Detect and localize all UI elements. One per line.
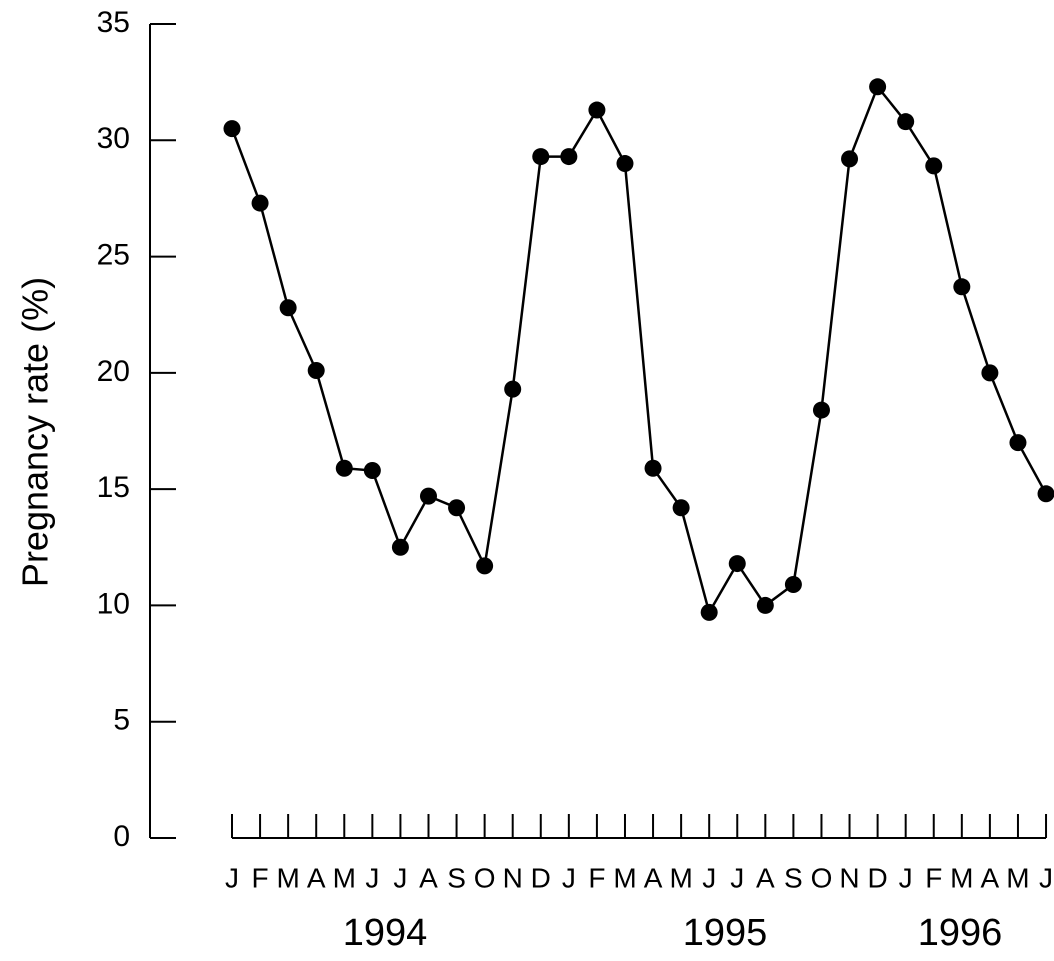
point [869, 78, 887, 96]
x-tick-label: D [867, 862, 887, 893]
point [897, 113, 915, 131]
y-tick-label: 35 [97, 6, 130, 39]
point [476, 557, 494, 575]
point [560, 148, 578, 166]
point [953, 278, 971, 296]
point [981, 364, 999, 382]
point [841, 150, 859, 168]
x-tick-label: F [588, 862, 605, 893]
point [335, 459, 353, 477]
point [504, 380, 522, 398]
line [230, 84, 1048, 616]
x-tick-label: J [225, 862, 239, 893]
x-tick-label: J [562, 862, 576, 893]
point [644, 459, 662, 477]
year-label: 1995 [683, 912, 768, 954]
x-tick-label: D [531, 862, 551, 893]
x-tick-label: M [1006, 862, 1029, 893]
point [223, 120, 241, 138]
y-axis-label: Pregnancy rate (%) [15, 277, 56, 587]
year-label: 1994 [343, 912, 428, 954]
point [419, 487, 437, 505]
x-tick-label: S [447, 862, 466, 893]
x-tick-label: M [276, 862, 299, 893]
x-tick-label: N [839, 862, 859, 893]
x-tick-label: M [669, 862, 692, 893]
point [925, 157, 943, 175]
x-tick-label: A [981, 862, 1000, 893]
point [1009, 434, 1027, 452]
point [616, 155, 634, 173]
y-tick-label: 10 [97, 587, 130, 620]
point [756, 596, 774, 614]
year-label: 1996 [918, 912, 1003, 954]
x-tick-label: A [419, 862, 438, 893]
x-tick-label: F [252, 862, 269, 893]
x-tick-label: F [925, 862, 942, 893]
x-tick-label: S [784, 862, 803, 893]
x-tick-label: O [811, 862, 833, 893]
point [251, 194, 269, 212]
point [700, 603, 718, 621]
x-tick-label: J [1039, 862, 1053, 893]
point [448, 499, 466, 517]
x-tick-label: M [613, 862, 636, 893]
point [391, 538, 409, 556]
x-tick-label: J [702, 862, 716, 893]
y-tick-label: 30 [97, 122, 130, 155]
x-tick-label: J [730, 862, 744, 893]
x-tick-label: J [365, 862, 379, 893]
y-tick-label: 15 [97, 471, 130, 504]
x-tick-label: J [899, 862, 913, 893]
x-tick-label: J [393, 862, 407, 893]
point [588, 101, 606, 119]
point [672, 499, 690, 517]
x-tick-label: M [333, 862, 356, 893]
y-tick-label: 0 [113, 820, 130, 853]
point [532, 148, 550, 166]
point [363, 462, 381, 480]
y-tick-label: 20 [97, 355, 130, 388]
y-tick-label: 25 [97, 238, 130, 271]
y-tick-label: 5 [113, 704, 130, 737]
x-tick-label: A [644, 862, 663, 893]
x-tick-label: M [950, 862, 973, 893]
point [728, 555, 746, 573]
point [784, 575, 802, 593]
x-tick-label: A [756, 862, 775, 893]
x-tick-label: O [474, 862, 496, 893]
point [307, 362, 325, 380]
x-tick-label: N [503, 862, 523, 893]
x-tick-label: A [307, 862, 326, 893]
point [279, 299, 297, 317]
point [812, 401, 830, 419]
point [1037, 485, 1054, 503]
